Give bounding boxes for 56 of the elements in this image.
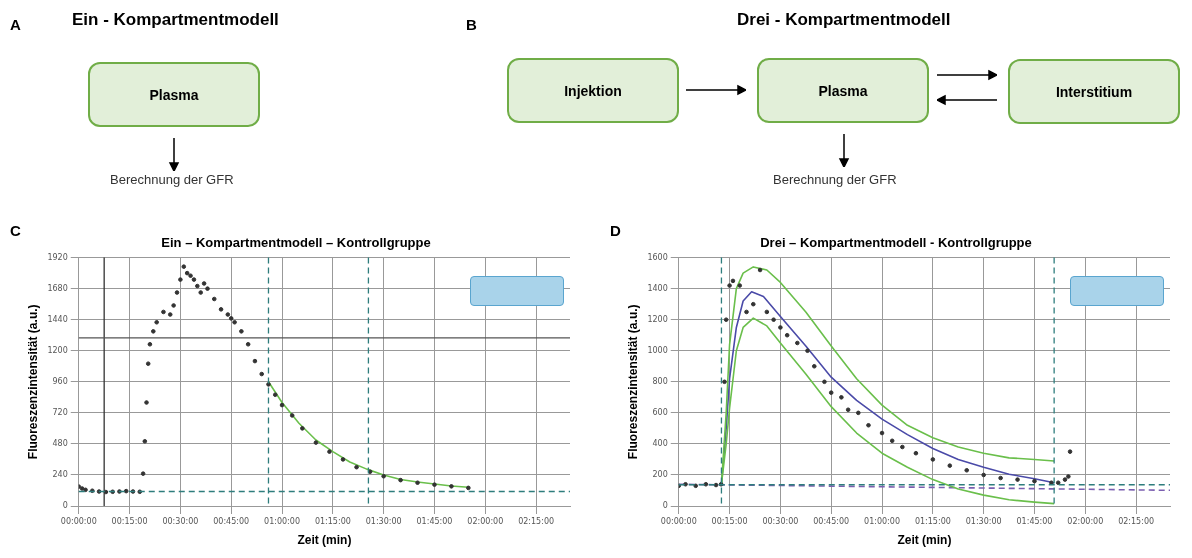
y-tick-label: 720 (52, 407, 68, 417)
x-tick-label: 02:15:00 (1118, 516, 1155, 526)
y-tick-label: 200 (652, 470, 668, 480)
x-tick-label: 00:15:00 (711, 516, 748, 526)
x-tick-label: 00:30:00 (162, 516, 199, 526)
y-tick-label: 400 (652, 438, 668, 448)
x-tick-label: 00:00:00 (60, 516, 97, 526)
x-tick-label: 02:00:00 (467, 516, 504, 526)
text: D (610, 222, 621, 239)
y-tick-label: 1200 (47, 345, 68, 355)
x-tick-label: 00:45:00 (213, 516, 250, 526)
x-axis-title: Zeit (min) (897, 533, 952, 548)
y-tick-label: 1200 (647, 314, 668, 324)
y-tick-label: 1680 (47, 283, 68, 293)
text: A (10, 16, 21, 33)
x-tick-label: 01:30:00 (365, 516, 402, 526)
y-axis-title: Fluoreszenzintensität (a.u.) (625, 304, 640, 460)
text: Plasma (88, 62, 260, 127)
x-tick-label: 00:00:00 (660, 516, 697, 526)
y-tick-label: 600 (652, 407, 668, 417)
text: C (10, 222, 21, 239)
y-tick-label: 1440 (47, 314, 68, 324)
text: Berechnung der GFR (773, 172, 897, 187)
y-axis-title: Fluoreszenzintensität (a.u.) (25, 304, 40, 460)
text: Drei - Kompartmentmodell (737, 10, 951, 30)
x-tick-label: 01:45:00 (416, 516, 453, 526)
text: Plasma (757, 58, 929, 123)
x-tick-label: 02:15:00 (518, 516, 555, 526)
x-tick-label: 01:30:00 (965, 516, 1002, 526)
y-tick-label: 960 (52, 376, 68, 386)
x-tick-label: 00:45:00 (813, 516, 850, 526)
y-tick-label: 1920 (47, 252, 68, 262)
x-axis-title: Zeit (min) (297, 533, 352, 548)
y-tick-label: 1000 (647, 345, 668, 355)
y-tick-label: 800 (652, 376, 668, 386)
chart-title: Drei – Kompartmentmodell - Kontrollgruppe (760, 235, 1032, 251)
x-tick-label: 00:15:00 (111, 516, 148, 526)
x-tick-label: 00:30:00 (762, 516, 799, 526)
text: Berechnung der GFR (110, 172, 234, 187)
chart-title: Ein – Kompartmentmodell – Kontrollgruppe (161, 235, 431, 251)
x-tick-label: 01:15:00 (314, 516, 351, 526)
text: B (466, 16, 477, 33)
x-tick-label: 02:00:00 (1067, 516, 1104, 526)
text: Interstitium (1008, 59, 1180, 124)
y-tick-label: 480 (52, 438, 68, 448)
text: Injektion (507, 58, 679, 123)
x-tick-label: 01:15:00 (914, 516, 951, 526)
y-tick-label: 0 (662, 501, 668, 511)
x-tick-label: 01:00:00 (264, 516, 300, 526)
x-tick-label: 01:45:00 (1016, 516, 1053, 526)
x-tick-label: 01:00:00 (864, 516, 900, 526)
text: Ein - Kompartmentmodell (72, 10, 279, 30)
y-tick-label: 1600 (647, 252, 668, 262)
y-tick-label: 0 (62, 501, 68, 511)
y-tick-label: 240 (52, 470, 68, 480)
y-tick-label: 1400 (647, 283, 668, 293)
